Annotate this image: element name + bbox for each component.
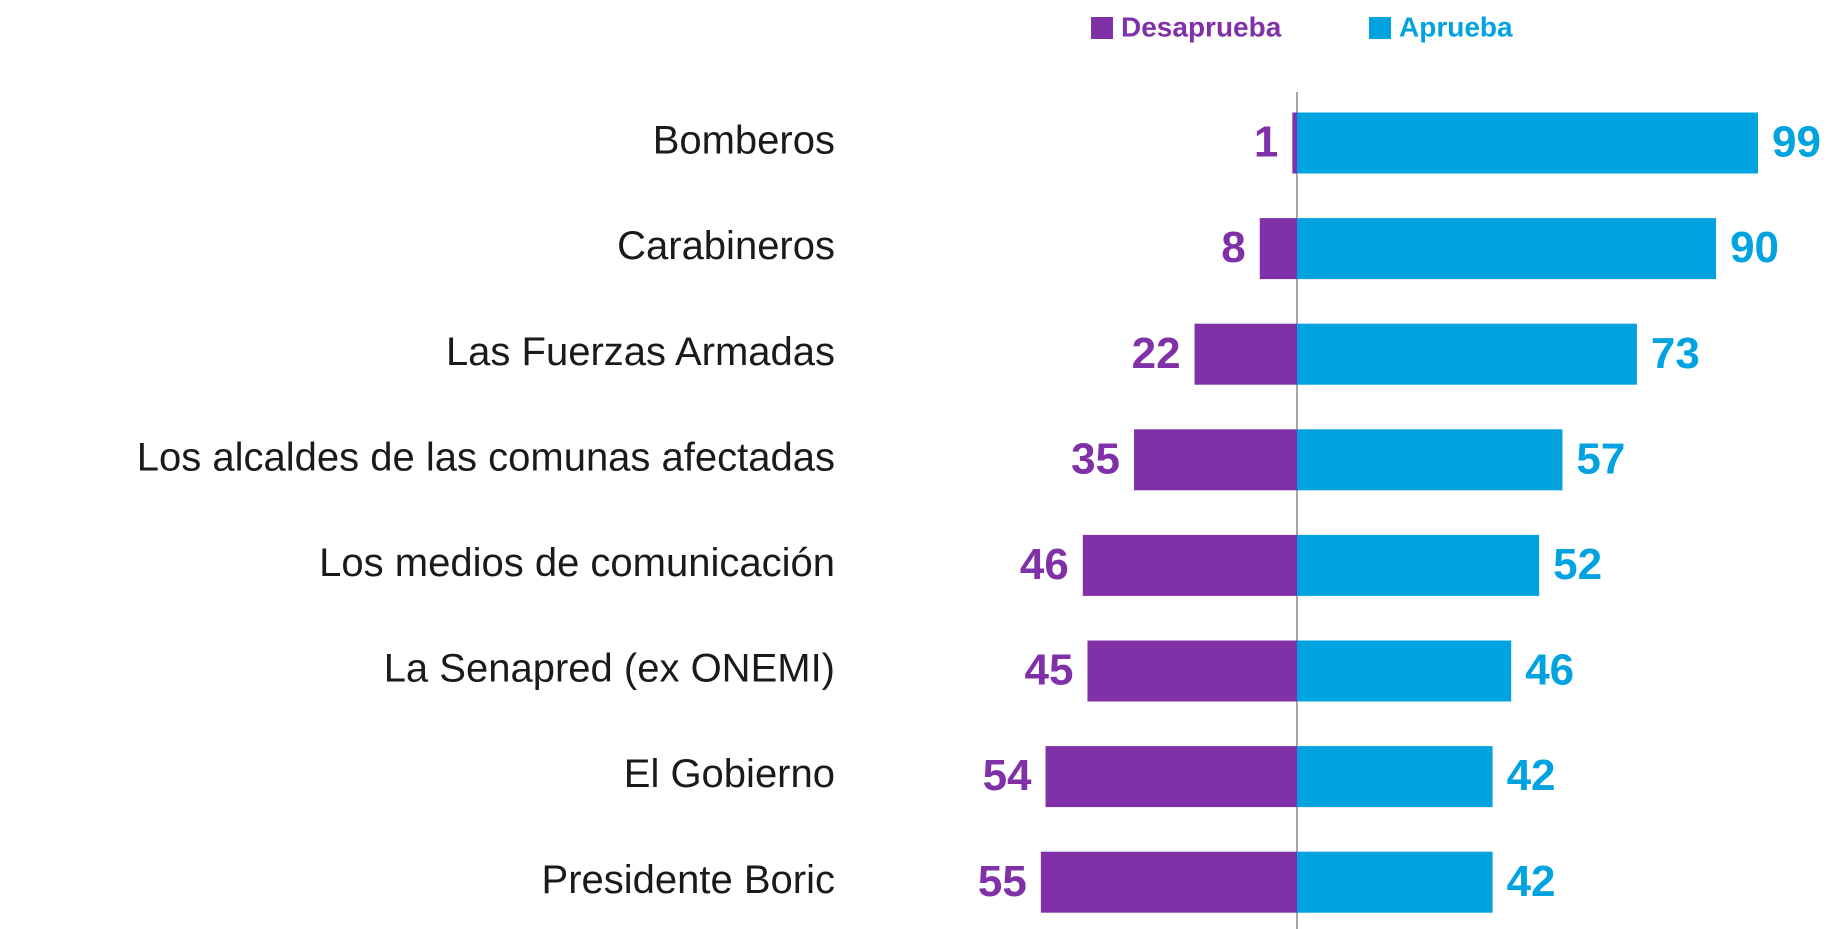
category-label: Bomberos (653, 119, 835, 163)
value-label: 55 (978, 857, 1027, 906)
category-label: El Gobierno (624, 752, 835, 796)
value-label: 8 (1221, 223, 1245, 272)
value-label: 57 (1576, 434, 1625, 483)
category-label: La Senapred (ex ONEMI) (384, 647, 835, 691)
value-label: 73 (1651, 329, 1700, 378)
value-label: 45 (1025, 646, 1074, 695)
value-label: 42 (1507, 751, 1556, 800)
value-label: 1 (1254, 118, 1278, 167)
bar (1297, 112, 1758, 174)
bar (1297, 640, 1512, 702)
legend-label: Aprueba (1399, 11, 1513, 42)
bar (1082, 534, 1297, 596)
value-label: 54 (983, 751, 1032, 800)
category-label: Los medios de comunicación (319, 541, 835, 585)
bar (1297, 534, 1540, 596)
bar (1087, 640, 1297, 702)
value-label: 46 (1525, 646, 1574, 695)
category-label: Las Fuerzas Armadas (446, 330, 835, 374)
value-label: 22 (1132, 329, 1181, 378)
bar (1292, 112, 1297, 174)
legend-swatch (1091, 17, 1113, 39)
bar (1297, 429, 1563, 491)
category-label: Presidente Boric (542, 858, 835, 902)
bar (1297, 851, 1493, 913)
category-label: Carabineros (617, 224, 835, 268)
bar (1297, 323, 1637, 385)
value-label: 42 (1507, 857, 1556, 906)
bar (1040, 851, 1297, 913)
legend-swatch (1369, 17, 1391, 39)
value-label: 35 (1071, 434, 1120, 483)
bar (1297, 746, 1493, 808)
bar (1045, 746, 1297, 808)
bar (1194, 323, 1297, 385)
value-label: 52 (1553, 540, 1602, 589)
value-label: 90 (1730, 223, 1779, 272)
bar (1134, 429, 1297, 491)
bar (1297, 218, 1717, 280)
category-label: Los alcaldes de las comunas afectadas (137, 435, 835, 479)
legend-label: Desaprueba (1121, 11, 1282, 42)
bar (1259, 218, 1297, 280)
value-label: 99 (1772, 118, 1821, 167)
value-label: 46 (1020, 540, 1069, 589)
